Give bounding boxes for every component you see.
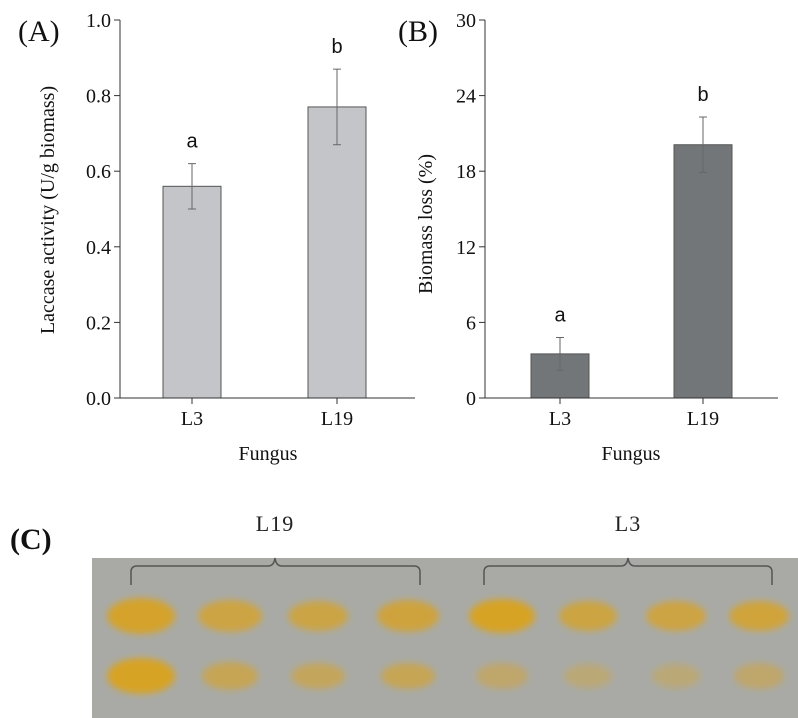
panel-a-letter: (A) <box>18 15 60 48</box>
tlc-spot-upper <box>107 598 175 634</box>
y-tick-label: 0.4 <box>86 237 111 259</box>
tlc-plate <box>92 558 798 718</box>
panel-b-category-l19: L19 <box>687 408 719 430</box>
y-tick-label: 24 <box>456 86 476 108</box>
panel-c-letter: (C) <box>10 523 52 556</box>
y-tick-label: 0 <box>466 388 476 410</box>
panel-b-axes <box>484 20 778 404</box>
tlc-spot-lower <box>652 664 700 688</box>
panel-b-x-title: Fungus <box>602 443 661 465</box>
brace-l19 <box>130 557 421 585</box>
significance-letter: b <box>697 84 708 106</box>
tlc-spot-lower <box>564 664 612 688</box>
tlc-spot-lower <box>476 663 528 689</box>
panel-b-y-ticks: 0 6 12 18 24 30 <box>456 10 485 410</box>
tlc-spot-lower <box>107 658 175 694</box>
tlc-spot-upper <box>198 600 262 632</box>
tlc-spot-upper <box>729 601 789 631</box>
tlc-spot-upper <box>288 601 348 631</box>
panel-c: (C) L19 L3 <box>10 511 798 718</box>
significance-letter: b <box>331 36 342 58</box>
group-label-l3: L3 <box>615 511 641 536</box>
brace-l3 <box>483 557 773 585</box>
panel-a-y-ticks: 0.0 0.2 0.4 0.6 0.8 1.0 <box>86 10 120 410</box>
y-tick-label: 6 <box>466 312 476 334</box>
y-tick-label: 0.0 <box>86 388 111 410</box>
tlc-spots <box>107 598 789 694</box>
y-tick-label: 1.0 <box>86 10 111 32</box>
tlc-spot-lower <box>381 663 435 689</box>
panel-b-category-l3: L3 <box>549 408 571 430</box>
panel-a-category-l19: L19 <box>321 408 353 430</box>
panel-a-axes <box>119 20 415 404</box>
tlc-spot-upper <box>559 601 617 631</box>
panel-a: (A) 0.00.20.40.60.81.0 ab L3 L19 Fungus … <box>18 10 415 465</box>
panel-b-bars: ab <box>530 84 733 399</box>
y-tick-label: 0.8 <box>86 86 111 108</box>
significance-letter: a <box>186 131 198 153</box>
tlc-spot-lower <box>734 663 784 689</box>
panel-a-category-l3: L3 <box>181 408 203 430</box>
panel-a-x-title: Fungus <box>239 443 298 465</box>
y-tick-label: 0.2 <box>86 312 111 334</box>
y-tick-label: 12 <box>456 237 476 259</box>
tlc-spot-lower <box>291 663 345 689</box>
bar-l3 <box>162 185 222 399</box>
tlc-spot-upper <box>377 600 439 632</box>
bar-l19 <box>673 144 733 399</box>
panel-a-bars: ab <box>162 36 367 399</box>
significance-letter: a <box>554 305 566 327</box>
bar-l19 <box>307 106 367 399</box>
group-label-l19: L19 <box>256 511 294 536</box>
tlc-spot-upper <box>469 599 535 633</box>
y-tick-label: 0.6 <box>86 161 111 183</box>
tlc-spot-lower <box>202 662 258 690</box>
panel-b-letter: (B) <box>398 15 438 48</box>
tlc-spot-upper <box>646 601 706 631</box>
y-tick-label: 30 <box>456 10 476 32</box>
panel-a-y-title: Laccase activity (U/g biomass) <box>37 86 59 334</box>
y-tick-label: 18 <box>456 161 476 183</box>
panel-b-y-title: Biomass loss (%) <box>415 154 437 294</box>
